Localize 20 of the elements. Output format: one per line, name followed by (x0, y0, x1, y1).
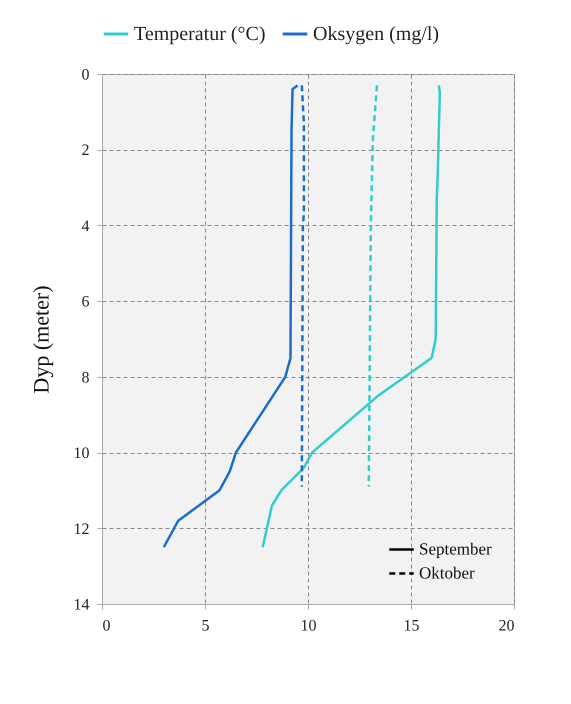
y-tick-label: 4 (82, 218, 90, 235)
y-tick-label: 8 (82, 369, 90, 386)
x-tick-label: 20 (498, 618, 514, 634)
y-tick-label: 10 (74, 445, 90, 462)
y-axis-title: Dyp (meter) (28, 285, 54, 394)
line-series (300, 84, 306, 488)
x-tick-label: 15 (404, 618, 420, 634)
y-tick-label: 0 (82, 66, 90, 84)
annotation: Oktober (419, 564, 476, 582)
y-tick-label: 12 (74, 520, 90, 538)
line-series (162, 84, 299, 548)
y-tick-label: 14 (74, 596, 90, 614)
legend-label: Temperatur (°C) (134, 23, 266, 45)
x-tick-label: 0 (102, 618, 110, 634)
x-tick-label: 10 (300, 618, 316, 634)
x-tick-label: 5 (202, 618, 210, 634)
annotation: September (419, 540, 492, 558)
y-tick-label: 6 (82, 294, 90, 311)
y-tick-label: 2 (82, 142, 90, 160)
legend-label: Oksygen (mg/l) (313, 23, 440, 45)
